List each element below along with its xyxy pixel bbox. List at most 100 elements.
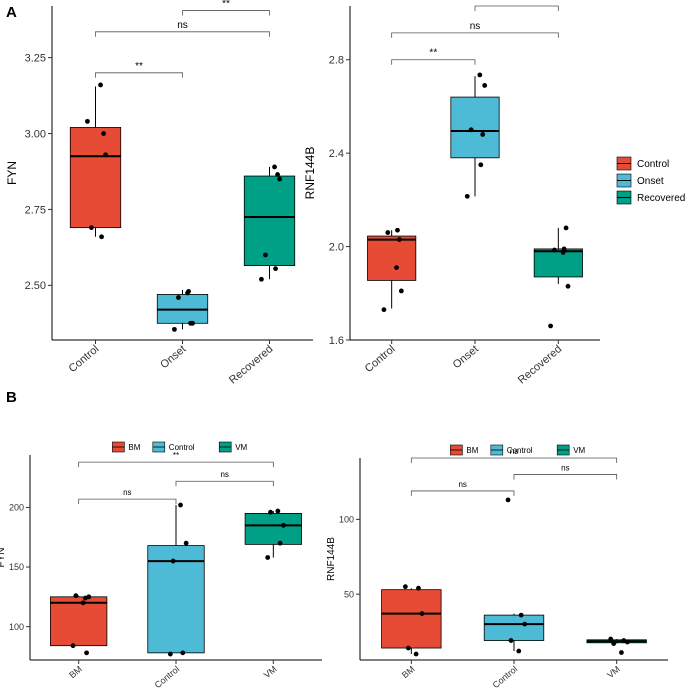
data-point [560,250,566,255]
y-axis-title: FYN [5,161,19,185]
data-point [477,72,483,78]
significance-label: ns [123,488,131,497]
bracket-line [410,490,515,496]
data-point [516,648,522,654]
data-point [518,612,524,618]
box-bm [381,588,442,655]
data-point [405,645,411,651]
data-point [176,295,181,300]
data-point [508,638,514,643]
legend-label: Control [637,159,669,170]
bracket-line [182,10,270,16]
data-point [619,650,624,655]
significance-label: ** [222,0,230,10]
data-point [80,600,86,606]
boxplot-2: 1.6 2.0 2.4 2.8 RNF144B Control Onset Recovered… [303,0,600,386]
data-point [624,639,630,645]
data-point [505,497,511,503]
x-tick-label: BM [67,664,84,680]
bracket-line [391,59,476,65]
significance-label: ** [513,0,521,5]
significance-label: ** [173,451,179,460]
data-point [608,636,614,642]
bracket-line [95,31,270,37]
significance-label: ns [561,463,569,472]
data-point [89,225,94,231]
significance-label: ** [135,61,143,72]
boxplot-4: 50 100 RNF144B BM Control VM ns ns ns BM Control VM [326,444,668,690]
data-point [548,323,553,329]
data-point [522,621,528,627]
y-tick-label: 2.50 [25,280,46,292]
y-tick-label: 3.00 [25,128,46,140]
data-point [99,234,104,240]
data-point [552,247,557,253]
bracket-line [513,474,618,480]
significance-label: ns [220,470,228,479]
significance-label: ns [510,447,518,456]
legend-label: BM [128,443,140,452]
data-point [70,643,76,649]
box-bm [50,595,108,647]
significance-bracket: ** [95,61,183,78]
data-point [385,230,391,235]
significance-bracket: ** [182,0,270,16]
data-point [468,127,474,133]
panel-label-b: B [6,389,17,406]
bracket-line [391,32,559,38]
y-tick-label: 100 [339,514,354,524]
y-tick-label: 2.8 [329,55,344,67]
data-point [190,320,195,326]
data-point [73,593,79,599]
data-point [419,611,425,617]
data-point [275,172,280,177]
legend-label: Recovered [637,193,685,204]
legend-label: VM [235,443,247,452]
data-point [268,509,273,515]
box-iqr [381,589,442,649]
data-point [170,558,176,564]
box-recovered [243,166,296,280]
data-point [183,540,189,546]
data-point [263,252,268,258]
data-point [416,585,421,591]
data-point [281,522,286,528]
legend-top: BM Control VM [450,444,586,456]
box-iqr [50,596,108,647]
significance-bracket: ns [513,463,618,480]
data-point [272,164,277,170]
legend-label: Onset [637,176,664,187]
data-point [482,83,488,88]
y-tick-label: 200 [9,503,24,513]
boxplot-3: 100 150 200 FYN BM Control VM ns ns ** BM Control VM [0,441,322,690]
y-tick-label: 1.6 [329,335,344,347]
x-tick-label: BM [400,664,417,680]
significance-label: ** [429,48,437,59]
y-axis-title: FYN [0,548,7,568]
data-point [413,651,419,657]
boxplot-1: 2.50 2.75 3.00 3.25 FYN Control Onset Recovered… [5,0,313,386]
box-vm [244,511,302,558]
x-tick-label: Control [491,664,520,690]
y-tick-label: 50 [344,589,354,599]
legend-label: BM [466,446,478,455]
box-iqr [147,545,205,654]
x-tick-label: VM [262,664,279,680]
data-point [565,283,571,289]
box-onset [156,289,209,330]
data-point [398,288,404,294]
significance-label: ns [458,480,466,489]
data-point [277,540,283,546]
data-point [178,502,183,508]
data-point [611,641,617,646]
y-axis-title: RNF144B [303,147,317,200]
plots-layer: 2.50 2.75 3.00 3.25 FYN Control Onset Recovered… [0,0,668,690]
data-point [563,225,569,231]
legend-panel-a: Control Onset Recovered [616,156,685,205]
data-point [381,307,387,313]
bracket-line [474,5,559,11]
bracket-line [95,72,183,78]
significance-bracket: ns [78,488,177,505]
x-tick-label: Control [153,664,182,690]
